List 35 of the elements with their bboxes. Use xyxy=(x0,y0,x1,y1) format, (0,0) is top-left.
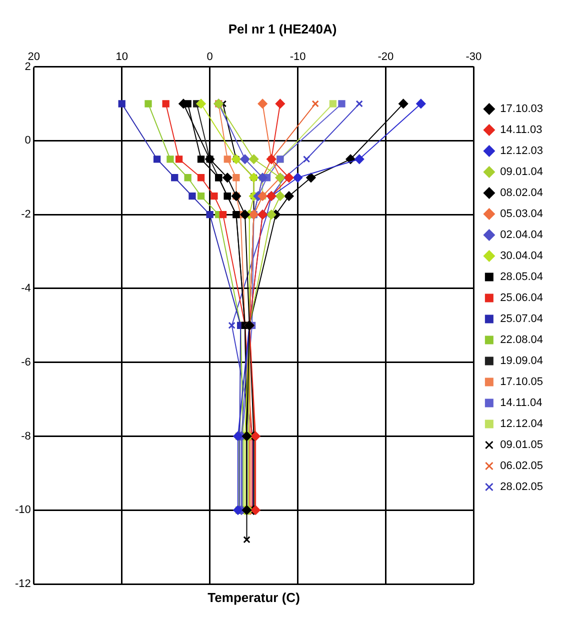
legend-label: 09.01.05 xyxy=(500,439,544,452)
legend-label: 28.05.04 xyxy=(500,271,544,284)
legend-label: 12.12.04 xyxy=(500,418,544,430)
chart-title: Pel nr 1 (HE240A) xyxy=(228,21,337,36)
y-tick-label: -6 xyxy=(21,356,31,368)
legend-label: 06.02.05 xyxy=(500,460,544,472)
legend-label: 22.08.04 xyxy=(500,334,544,346)
legend-label: 17.10.03 xyxy=(500,103,544,116)
x-tick-label: -30 xyxy=(466,51,482,64)
legend-label: 14.11.04 xyxy=(500,397,542,410)
x-axis-title: Temperatur (C) xyxy=(208,590,300,606)
x-tick-label: 0 xyxy=(206,51,213,64)
legend-label: 19.09.04 xyxy=(500,355,544,368)
legend-label: 02.04.04 xyxy=(500,229,544,242)
legend-label: 25.07.04 xyxy=(500,313,544,326)
legend-label: 28.02.05 xyxy=(500,481,544,494)
legend-label: 30.04.04 xyxy=(500,250,544,262)
x-tick-label: 20 xyxy=(28,51,40,64)
y-tick-label: -10 xyxy=(14,504,31,516)
y-tick-label: -8 xyxy=(21,430,31,442)
legend-label: 08.02.04 xyxy=(500,187,544,200)
x-tick-label: 10 xyxy=(116,51,128,64)
y-tick-label: -4 xyxy=(21,282,31,294)
y-tick-label: 0 xyxy=(24,134,31,147)
legend-label: 17.10.05 xyxy=(500,376,544,388)
legend-label: 05.03.04 xyxy=(500,208,544,220)
x-tick-label: -20 xyxy=(378,51,394,64)
legend-label: 12.12.03 xyxy=(500,145,544,158)
legend-label: 25.06.04 xyxy=(500,292,544,304)
y-tick-label: -12 xyxy=(14,578,31,590)
y-tick-label: -2 xyxy=(21,208,31,221)
y-tick-label: 2 xyxy=(24,60,31,73)
legend-label: 14.11.03 xyxy=(500,124,542,136)
x-tick-label: -10 xyxy=(290,51,306,64)
legend-label: 09.01.04 xyxy=(500,166,544,178)
